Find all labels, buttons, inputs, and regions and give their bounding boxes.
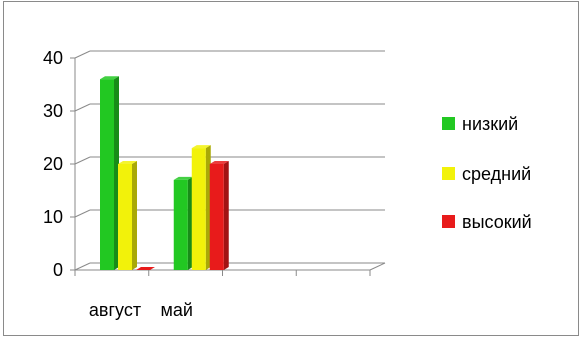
gridline-slant (74, 262, 91, 271)
gridline-slant (74, 209, 91, 218)
bar-высокий-август (136, 267, 155, 270)
bar-side (132, 161, 137, 270)
bar-front (100, 79, 114, 270)
bar-top (191, 145, 211, 149)
legend-item-средний: средний (442, 164, 531, 184)
bar-front (118, 164, 132, 270)
bar-top (209, 161, 229, 164)
bar-top (136, 267, 155, 270)
gridline-slant (74, 156, 91, 165)
bar-top (173, 176, 193, 180)
bar-top (100, 76, 119, 80)
bar-side (223, 161, 229, 270)
bar-низкий-май (173, 176, 193, 270)
floor-edge (369, 262, 386, 271)
chart-border (3, 1, 579, 336)
y-tick-label: 40 (43, 48, 63, 68)
y-tick-label: 0 (53, 260, 63, 280)
legend-item-низкий: низкий (442, 114, 518, 134)
x-category-label: май (161, 300, 193, 320)
bar-низкий-август (100, 76, 119, 270)
y-tick-label: 10 (43, 207, 63, 227)
bar-front (209, 164, 224, 270)
bar-средний-август (118, 161, 137, 270)
bar-front (173, 179, 188, 270)
legend-swatch (442, 117, 455, 130)
x-category-label: август (89, 300, 141, 320)
legend-swatch (442, 167, 455, 180)
legend-label: высокий (462, 212, 532, 232)
bar-side (205, 145, 211, 270)
legend-label: средний (462, 164, 531, 184)
legend-label: низкий (462, 114, 518, 134)
bar-front (191, 148, 206, 270)
bar-высокий-май (209, 161, 229, 270)
gridline-slant (74, 103, 91, 112)
legend-swatch (442, 215, 455, 228)
bar-side (114, 76, 119, 270)
y-tick-label: 30 (43, 101, 63, 121)
gridline-slant (74, 50, 91, 59)
bar-средний-май (191, 145, 211, 270)
legend-item-высокий: высокий (442, 212, 532, 232)
y-tick-label: 20 (43, 154, 63, 174)
bar-top (118, 161, 137, 164)
bar-side (187, 176, 193, 270)
